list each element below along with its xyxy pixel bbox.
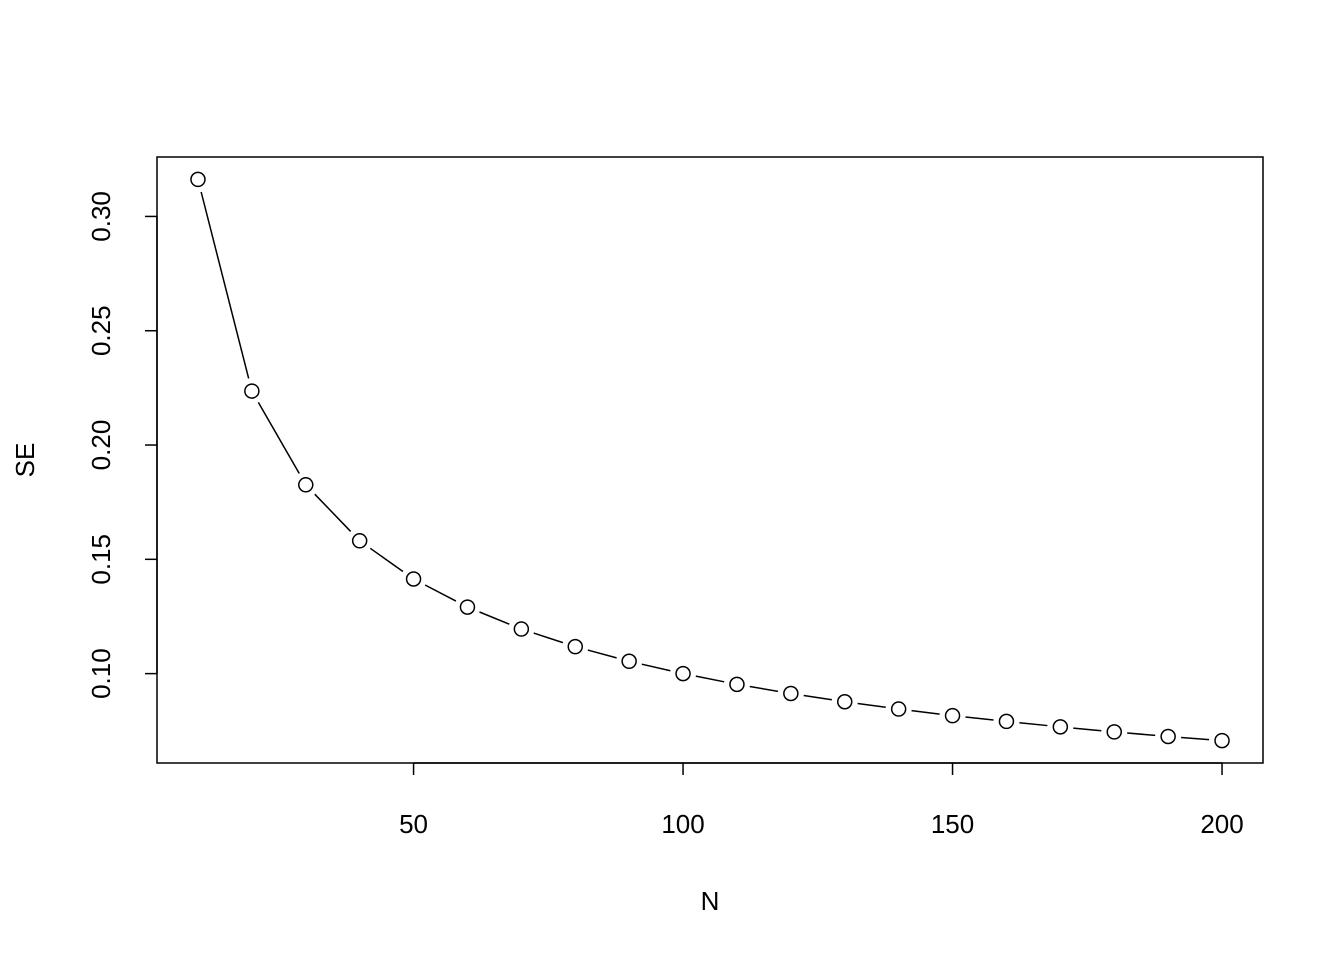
data-point <box>836 693 853 710</box>
line-segment <box>533 632 564 644</box>
line-segment <box>424 584 457 602</box>
data-point <box>890 701 907 717</box>
data-point <box>1214 732 1230 749</box>
data-point <box>298 477 314 493</box>
data-point <box>1160 728 1176 745</box>
data-point <box>405 571 422 587</box>
data-point <box>351 533 368 549</box>
x-axis-label: N <box>701 886 720 916</box>
line-segment <box>314 493 352 532</box>
data-point <box>998 713 1015 730</box>
y-axis: 0.10 0.15 0.20 0.25 0.30 <box>86 191 158 699</box>
line-segment <box>369 547 404 573</box>
line-segment <box>1127 732 1156 737</box>
data-point <box>1052 719 1069 735</box>
line-segment <box>641 663 671 672</box>
series <box>190 171 1230 749</box>
data-point <box>244 383 260 399</box>
data-point <box>513 621 530 637</box>
x-tick-label: 50 <box>399 809 428 839</box>
data-point <box>567 638 584 655</box>
line-segment <box>749 685 779 693</box>
x-axis: 50 100 150 200 <box>399 762 1244 839</box>
line-segment <box>965 716 994 721</box>
data-point <box>783 685 799 702</box>
data-point <box>621 653 637 670</box>
line-segment <box>911 709 940 715</box>
line-segment <box>200 191 250 379</box>
data-point <box>729 676 745 693</box>
data-point <box>675 665 691 682</box>
line-segment <box>857 702 886 709</box>
y-tick-label: 0.15 <box>86 534 116 585</box>
line-segment <box>479 611 510 625</box>
line-segment <box>1019 721 1048 727</box>
x-tick-label: 150 <box>931 809 974 839</box>
data-point <box>1106 724 1122 740</box>
y-tick-label: 0.10 <box>86 648 116 699</box>
y-axis-label: SE <box>10 443 40 478</box>
y-tick-label: 0.20 <box>86 420 116 471</box>
line-segment <box>257 401 300 474</box>
line-segment <box>803 694 833 701</box>
y-tick-label: 0.30 <box>86 191 116 242</box>
line-segment <box>587 649 617 659</box>
x-tick-label: 200 <box>1200 809 1243 839</box>
x-tick-label: 100 <box>661 809 704 839</box>
data-point <box>459 599 476 615</box>
data-point <box>190 171 206 188</box>
line-segment <box>1181 736 1210 741</box>
data-point <box>944 707 961 724</box>
line-segment <box>695 675 725 683</box>
line-segment <box>1073 727 1102 732</box>
plot-box <box>156 156 1264 764</box>
y-tick-label: 0.25 <box>86 305 116 356</box>
